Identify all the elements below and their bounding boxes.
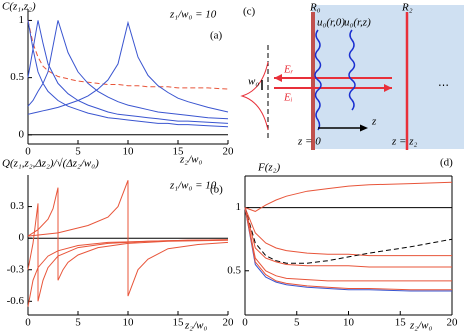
- annotation: z₁/w₀ = 10: [169, 9, 217, 21]
- mirror-label: R₂: [401, 2, 413, 14]
- x-axis-label: z₂/w₀: [184, 320, 207, 332]
- data-line: [27, 20, 229, 128]
- position-label: z = 0: [297, 136, 321, 148]
- data-line: [244, 181, 453, 212]
- x-tick-label: 10: [343, 317, 355, 329]
- data-line: [27, 180, 229, 297]
- y-axis-label: C(z₁,z₂): [2, 1, 36, 13]
- data-line: [27, 20, 229, 115]
- y-axis-label: Q(z₁,z₂,Δz₂)/√(Δz₂/w₀): [2, 158, 99, 170]
- data-line: [27, 20, 229, 124]
- position-label: z = z₂: [391, 136, 417, 148]
- data-line: [27, 203, 229, 302]
- y-tick-label: -0.3: [7, 263, 25, 275]
- y-tick-label: -0.6: [7, 295, 25, 307]
- y-tick-label: 0.5: [227, 264, 241, 276]
- incident-label: Eᵢ: [283, 92, 293, 104]
- data-line: [244, 207, 452, 291]
- ellipsis: ⋯: [438, 80, 449, 92]
- data-line: [244, 207, 452, 282]
- mode-z: [348, 29, 356, 111]
- x-axis-label: z₂/w₀: [179, 154, 202, 166]
- arrow-head: [360, 124, 368, 132]
- arrow-head: [274, 74, 282, 82]
- y-tick-label: 0: [19, 232, 25, 244]
- waist-label: w₀: [248, 76, 259, 88]
- y-tick-label: 1: [19, 14, 25, 26]
- x-tick-label: 15: [395, 317, 407, 329]
- x-tick-label: 10: [123, 317, 135, 329]
- mode-label: u₀(r,z): [344, 17, 371, 29]
- y-tick-label: 0.3: [10, 200, 24, 212]
- annotation: z₁/w₀ = 10: [169, 180, 217, 192]
- panel-label: (c): [243, 6, 256, 18]
- x-axis-label: z₂/w₀: [409, 320, 432, 332]
- y-tick-label: 0: [19, 128, 25, 140]
- reflected-label: Eᵣ: [283, 64, 294, 76]
- data-line: [244, 207, 452, 292]
- gaussian-profile: [240, 61, 269, 131]
- x-tick-label: 0: [25, 146, 31, 158]
- x-tick-label: 5: [75, 317, 81, 329]
- x-tick-label: 15: [173, 317, 185, 329]
- mode-0: [314, 29, 322, 131]
- panel-label: (d): [440, 157, 453, 169]
- data-line: [244, 207, 452, 257]
- x-tick-label: 0: [25, 317, 31, 329]
- axis-label: z: [371, 116, 377, 128]
- data-line: [244, 207, 452, 268]
- panel-label: (a): [210, 30, 223, 42]
- arrow-head: [384, 84, 392, 92]
- mode-label: u₀(r,0): [317, 17, 345, 29]
- y-axis-label: F(z₂): [257, 162, 280, 174]
- x-tick-label: 5: [294, 317, 300, 329]
- data-line: [244, 207, 453, 264]
- x-tick-label: 10: [123, 146, 135, 158]
- x-tick-label: 20: [223, 317, 235, 329]
- x-tick-label: 20: [223, 146, 235, 158]
- y-tick-label: 0.5: [10, 71, 24, 83]
- x-tick-label: 15: [173, 146, 185, 158]
- x-tick-label: 0: [242, 317, 248, 329]
- data-line: [27, 20, 229, 90]
- panel-label: (b): [210, 184, 223, 196]
- y-tick-label: 1: [236, 201, 242, 213]
- x-tick-label: 5: [75, 146, 81, 158]
- x-tick-label: 20: [447, 317, 459, 329]
- mirror-label: R₀: [309, 2, 321, 14]
- data-line: [27, 20, 229, 120]
- diagram: (c) R₀ R₂ u₀(r,0) u₀(r,z) w₀ Eᵣ Eᵢ z z =…: [240, 2, 464, 150]
